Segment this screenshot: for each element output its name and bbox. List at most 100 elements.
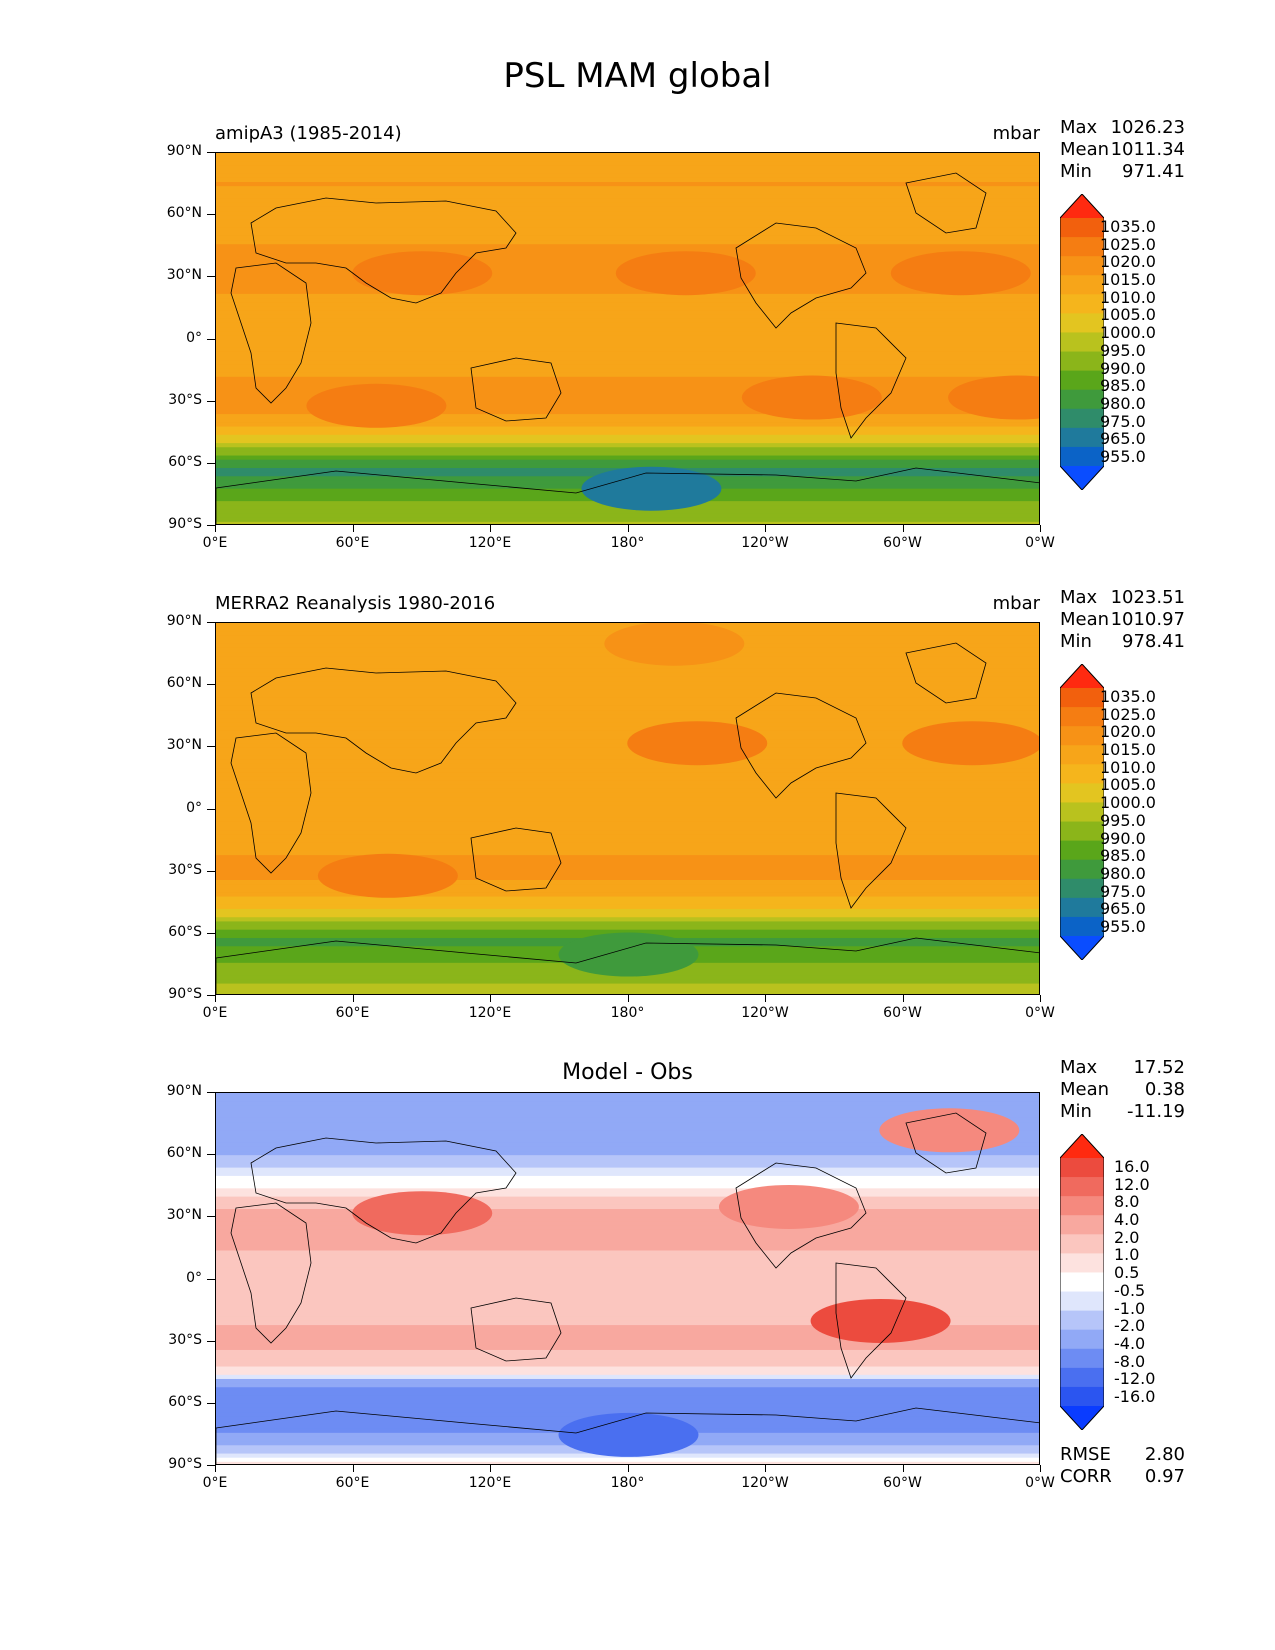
pressure-feature [615,251,756,296]
colorbar-tick-label: -4.0 [1114,1334,1146,1353]
latitude-band [216,784,1039,790]
latitude-band [216,925,1039,931]
latitude-band [216,834,1039,840]
xtick-label: 60°E [335,1005,370,1021]
latitude-band [216,743,1039,748]
panel2-max-value: 1023.51 [1110,587,1185,608]
latitude-band [216,1184,1039,1189]
latitude-band [216,318,1039,324]
colorbar-extend-max [1060,664,1104,688]
latitude-band [216,1287,1039,1293]
latitude-band [216,863,1039,869]
latitude-band [216,397,1039,403]
latitude-band [216,1221,1039,1227]
coastline [216,937,1039,994]
ytick-mark [207,932,215,934]
latitude-band [216,364,1039,370]
colorbar-tick-label: 980.0 [1100,864,1146,883]
colorbar-segment [1060,764,1104,784]
latitude-band [216,459,1039,465]
latitude-band [216,248,1039,254]
panel2-mean-value: 1010.97 [1110,609,1185,630]
xtick-mark [765,1465,766,1472]
panel1-units: mbar [992,123,1040,144]
latitude-band [216,1246,1039,1252]
latitude-band [216,908,1039,914]
colorbar-segment [1060,313,1104,333]
colorbar-segment [1060,1329,1104,1350]
latitude-band [216,418,1039,423]
ytick-label: 30°S [168,1331,202,1348]
latitude-band [216,202,1039,208]
latitude-band [216,1204,1039,1210]
latitude-band [216,987,1039,993]
latitude-band [216,747,1039,753]
latitude-band [216,1300,1039,1305]
latitude-band [216,1337,1039,1343]
latitude-band [216,376,1039,382]
ytick-label: 0° [186,799,202,816]
latitude-band [216,797,1039,802]
ytick-mark [207,276,215,278]
xtick-label: 60°E [335,535,370,551]
pressure-feature [741,375,882,420]
colorbar-tick-label: -8.0 [1114,1351,1146,1371]
latitude-band [216,231,1039,237]
latitude-band [216,298,1039,303]
latitude-band [216,1320,1039,1326]
latitude-band [216,177,1039,183]
xtick-mark [765,995,766,1002]
latitude-band [216,302,1039,307]
colorbar-tick-label: 1005.0 [1100,775,1156,795]
coastline [230,262,312,404]
latitude-band [216,1242,1039,1247]
colorbar-graphic [1059,1133,1105,1431]
ytick-label: 90°N [166,1083,202,1099]
latitude-band [216,850,1039,856]
latitude-band [216,165,1039,171]
colorbar-segment [1060,1386,1104,1407]
colorbar-segment [1060,218,1104,238]
latitude-band [216,1175,1039,1181]
panel1-min-label: Min [1060,161,1092,182]
panel3-mean-value: 0.38 [1144,1079,1185,1100]
latitude-band [216,842,1039,848]
latitude-band [216,685,1039,690]
colorbar-segment [1060,859,1104,880]
latitude-band [216,360,1039,365]
corr-value: 0.97 [1144,1466,1185,1487]
latitude-band [216,1407,1039,1413]
latitude-band [216,681,1039,686]
latitude-band [216,314,1039,320]
xtick-mark [215,525,216,532]
ytick-label: 90°N [166,143,202,159]
latitude-band [216,157,1039,162]
latitude-band [216,722,1039,728]
latitude-band [216,859,1039,864]
latitude-band [216,211,1039,216]
ytick-label: 60°S [168,923,202,940]
rmse-value: 2.80 [1144,1444,1185,1465]
pressure-feature [890,251,1031,296]
latitude-band [216,1374,1039,1380]
xtick-mark [902,525,904,532]
latitude-band [216,517,1039,523]
panel2-mean-label: Mean [1060,609,1110,630]
latitude-band [216,161,1039,167]
colorbar-extend-min [1060,1406,1104,1430]
xtick-label: 60°W [883,535,922,551]
colorbar-segment [1060,821,1104,842]
colorbar-tick-label: 2.0 [1114,1227,1140,1247]
colorbar-segment [1060,237,1104,257]
ytick-mark [207,152,215,153]
xtick-mark [352,525,354,532]
panel2-min-label: Min [1060,631,1092,652]
panel1-mean-label: Mean [1060,139,1110,160]
latitude-band [216,1238,1039,1243]
panel3-min-label: Min [1060,1101,1092,1122]
panel3-min-value: -11.19 [1126,1101,1185,1122]
coastline [470,1297,562,1362]
latitude-band [216,805,1039,811]
latitude-band [216,1151,1039,1156]
ytick-label: 90°S [168,1456,202,1472]
